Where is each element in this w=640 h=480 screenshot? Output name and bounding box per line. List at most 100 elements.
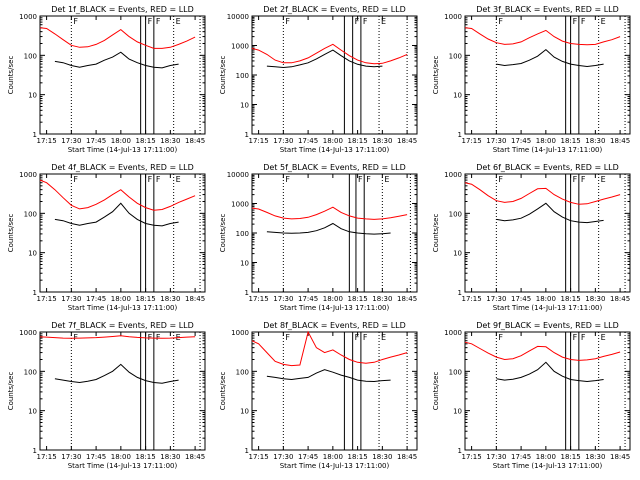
red-series-line <box>251 330 408 367</box>
x-tick-label: 18:45 <box>397 137 417 145</box>
x-tick-label: 18:30 <box>160 295 180 303</box>
x-tick-label: 18:30 <box>585 137 605 145</box>
x-tick-label: 18:00 <box>323 453 343 461</box>
panel-8: Det 8f_BLACK = Events, RED = LLD Counts/s… <box>219 321 418 470</box>
y-tick-label: 1 <box>458 289 462 297</box>
y-tick-label: 1000 <box>444 13 462 21</box>
y-tick-label: 100 <box>449 210 462 218</box>
x-tick-label: 17:30 <box>486 295 506 303</box>
black-series-line <box>266 369 391 383</box>
y-axis-label: Counts/sec <box>432 372 440 411</box>
x-axis-label: Start Time (14-Jul-13 17:11:00) <box>493 462 603 470</box>
y-axis-label: Counts/sec <box>219 214 227 253</box>
y-tick-label: 1 <box>33 131 37 139</box>
y-tick-label: 1 <box>458 447 462 455</box>
x-tick-label: 17:45 <box>511 137 531 145</box>
panel-5: Det 5f_BLACK = Events, RED = LLD Counts/s… <box>219 163 418 312</box>
y-tick-label: 100 <box>236 368 249 376</box>
event-annotation: F <box>148 17 153 26</box>
x-tick-label: 18:00 <box>111 453 131 461</box>
y-tick-label: 1 <box>245 131 249 139</box>
y-tick-label: 1 <box>245 289 249 297</box>
x-tick-label: 18:30 <box>372 453 392 461</box>
y-tick-label: 1000 <box>231 329 249 337</box>
x-tick-label: 18:15 <box>136 295 156 303</box>
event-annotation: F <box>581 17 586 26</box>
x-tick-label: 18:45 <box>185 453 205 461</box>
black-series-line <box>54 51 179 69</box>
plot-frame <box>251 331 418 451</box>
event-annotation: F <box>285 333 290 342</box>
red-series-line <box>251 206 408 220</box>
black-series-line <box>496 202 604 224</box>
panel-title: Det 9f_BLACK = Events, RED = LLD <box>476 321 619 330</box>
event-annotation: E <box>601 175 606 184</box>
x-axis-label: Start Time (14-Jul-13 17:11:00) <box>68 462 178 470</box>
y-tick-label: 100 <box>449 52 462 60</box>
event-annotation: F <box>156 175 161 184</box>
event-annotation: F <box>285 175 290 184</box>
y-tick-label: 1000 <box>231 201 249 209</box>
x-tick-label: 17:15 <box>249 295 269 303</box>
plot-frame <box>464 331 631 451</box>
x-axis-label: Start Time (14-Jul-13 17:11:00) <box>280 304 390 312</box>
y-tick-label: 1000 <box>19 13 37 21</box>
x-tick-label: 18:45 <box>610 453 630 461</box>
event-annotation: F <box>73 17 78 26</box>
x-tick-label: 18:15 <box>348 137 368 145</box>
x-tick-label: 17:15 <box>37 137 57 145</box>
red-series-line <box>39 179 196 211</box>
y-tick-label: 10 <box>28 250 37 258</box>
x-axis-label: Start Time (14-Jul-13 17:11:00) <box>493 304 603 312</box>
x-tick-label: 17:15 <box>462 453 482 461</box>
event-annotation: F <box>355 17 360 26</box>
y-axis-label: Counts/sec <box>219 372 227 411</box>
y-axis-label: Counts/sec <box>7 56 15 95</box>
black-series-line <box>266 222 391 235</box>
x-tick-label: 17:45 <box>86 137 106 145</box>
x-tick-label: 18:15 <box>348 295 368 303</box>
x-tick-label: 18:30 <box>160 453 180 461</box>
black-series-line <box>266 49 383 69</box>
x-tick-label: 18:45 <box>185 295 205 303</box>
x-axis-label: Start Time (14-Jul-13 17:11:00) <box>280 462 390 470</box>
x-axis-label: Start Time (14-Jul-13 17:11:00) <box>68 304 178 312</box>
event-annotation: E <box>601 333 606 342</box>
red-series-line <box>464 27 621 46</box>
x-tick-label: 18:15 <box>136 137 156 145</box>
panel-3: Det 3f_BLACK = Events, RED = LLD Counts/s… <box>432 5 631 154</box>
event-annotation: F <box>498 333 503 342</box>
y-tick-label: 100 <box>236 72 249 80</box>
y-tick-label: 100 <box>24 52 37 60</box>
x-tick-label: 18:15 <box>136 453 156 461</box>
x-tick-label: 18:00 <box>536 295 556 303</box>
x-tick-label: 18:45 <box>185 137 205 145</box>
event-annotation: F <box>148 333 153 342</box>
panel-title: Det 4f_BLACK = Events, RED = LLD <box>51 163 194 172</box>
x-tick-label: 17:45 <box>298 137 318 145</box>
y-tick-label: 10 <box>28 408 37 416</box>
event-annotation: F <box>573 17 578 26</box>
black-series-line <box>54 363 179 384</box>
x-tick-label: 17:30 <box>61 137 81 145</box>
x-tick-label: 17:15 <box>462 137 482 145</box>
x-tick-label: 18:30 <box>585 453 605 461</box>
x-tick-label: 17:30 <box>61 295 81 303</box>
y-tick-label: 10 <box>453 92 462 100</box>
plot-frame <box>39 173 206 293</box>
event-annotation: F <box>366 175 371 184</box>
event-annotation: F <box>363 333 368 342</box>
event-annotation: F <box>581 333 586 342</box>
panel-6: Det 6f_BLACK = Events, RED = LLD Counts/s… <box>432 163 631 312</box>
event-annotation: F <box>358 175 363 184</box>
event-annotation: F <box>156 17 161 26</box>
red-series-line <box>251 43 408 65</box>
y-axis-label: Counts/sec <box>7 214 15 253</box>
event-annotation: E <box>381 333 386 342</box>
black-series-line <box>496 48 604 68</box>
x-tick-label: 18:00 <box>323 137 343 145</box>
plot-frame <box>464 15 631 135</box>
y-tick-label: 1000 <box>19 329 37 337</box>
x-tick-label: 17:15 <box>249 137 269 145</box>
red-series-line <box>464 182 621 205</box>
